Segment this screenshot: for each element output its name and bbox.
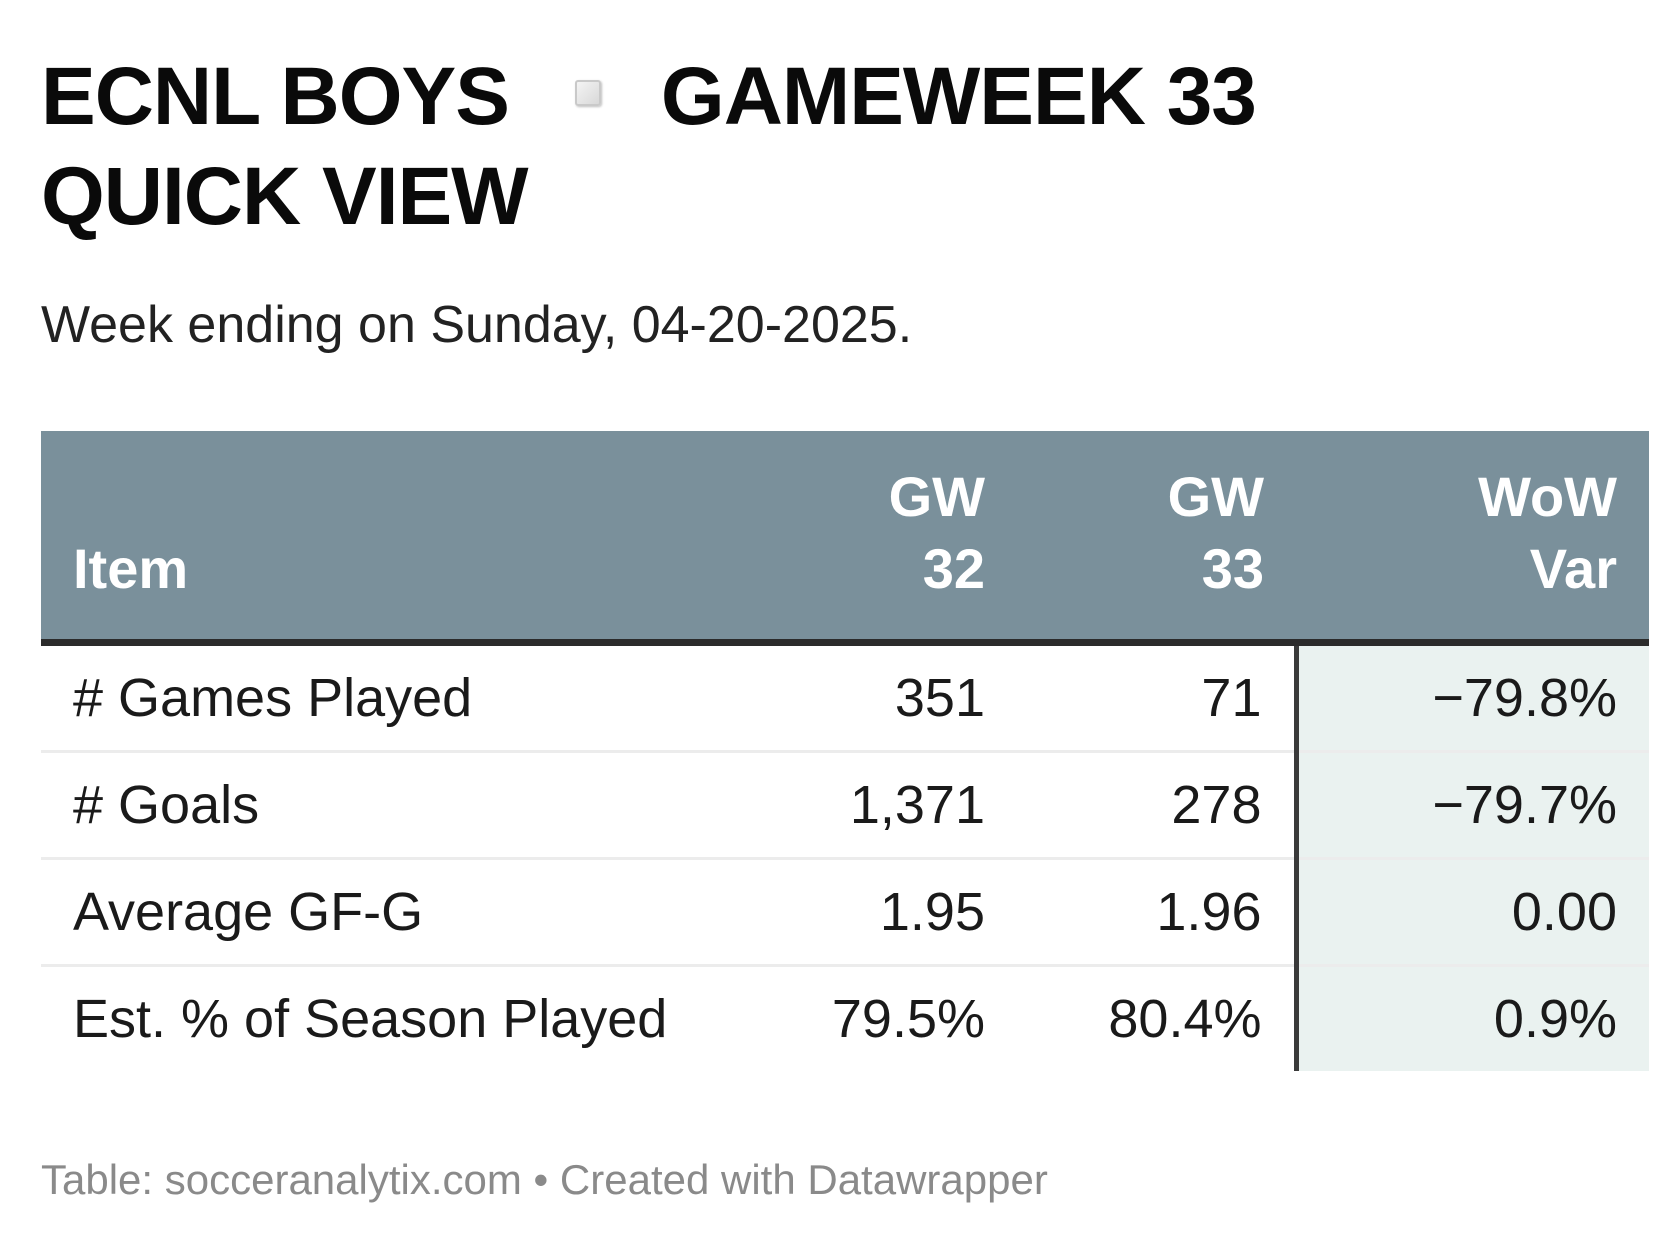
cell-wow-var: 0.00 xyxy=(1293,858,1649,967)
cell-gw33: 278 xyxy=(1017,751,1296,860)
table-body: # Games Played 351 71 −79.8% # Goals 1,3… xyxy=(41,642,1649,1071)
cell-wow-var: 0.9% xyxy=(1293,965,1649,1071)
cell-wow-var: −79.7% xyxy=(1293,751,1649,860)
cell-gw32: 351 xyxy=(737,642,1017,753)
column-header-gw32-line1: GW xyxy=(888,465,985,528)
subtitle: Week ending on Sunday, 04-20-2025. xyxy=(41,296,913,354)
table-row: # Goals 1,371 278 −79.7% xyxy=(41,751,1649,860)
title-part-gameweek: GAMEWEEK 33 xyxy=(660,51,1257,142)
table-header: Item GW 32 GW 33 WoW Var xyxy=(41,431,1649,646)
cell-gw32: 1,371 xyxy=(737,751,1017,860)
cell-gw33: 1.96 xyxy=(1017,858,1296,967)
cell-gw32: 1.95 xyxy=(737,858,1017,967)
cell-wow-var: −79.8% xyxy=(1293,642,1649,753)
title-part-league: ECNL BOYS xyxy=(41,51,510,142)
table-row: Est. % of Season Played 79.5% 80.4% 0.9% xyxy=(41,965,1649,1071)
column-header-gw33[interactable]: GW 33 xyxy=(1017,431,1296,646)
column-header-gw33-line1: GW xyxy=(1167,465,1264,528)
table-row: # Games Played 351 71 −79.8% xyxy=(41,642,1649,753)
cell-item: Est. % of Season Played xyxy=(73,989,668,1049)
page-title: ECNL BOYS GAMEWEEK 33 QUICK VIEW xyxy=(41,0,1649,247)
column-header-wow-var[interactable]: WoW Var xyxy=(1296,431,1649,646)
cell-gw33: 71 xyxy=(1017,642,1296,753)
column-header-gw33-line2: 33 xyxy=(1201,537,1264,600)
column-header-item[interactable]: Item xyxy=(41,431,737,646)
cell-item: # Games Played xyxy=(41,642,737,753)
column-header-wow-line2: Var xyxy=(1529,537,1617,600)
cell-gw33: 80.4% xyxy=(1108,989,1262,1049)
data-table: Item GW 32 GW 33 WoW Var # Games Played xyxy=(41,431,1649,1071)
cell-item: # Goals xyxy=(41,751,737,860)
title-line-2: QUICK VIEW xyxy=(41,151,529,242)
table-row: Average GF-G 1.95 1.96 0.00 xyxy=(41,858,1649,967)
column-header-wow-line1: WoW xyxy=(1478,465,1617,528)
chart-container: ECNL BOYS GAMEWEEK 33 QUICK VIEW Week end… xyxy=(41,0,1649,1203)
column-header-item-line1: Item xyxy=(73,537,189,600)
column-header-gw32-line2: 32 xyxy=(922,537,985,600)
cell-gw32: 79.5% xyxy=(831,989,985,1049)
cell-item: Average GF-G xyxy=(41,858,737,967)
column-header-gw32[interactable]: GW 32 xyxy=(737,431,1017,646)
footer-credit: Table: socceranalytix.com • Created with… xyxy=(41,1156,1048,1203)
separator-icon xyxy=(574,80,601,106)
